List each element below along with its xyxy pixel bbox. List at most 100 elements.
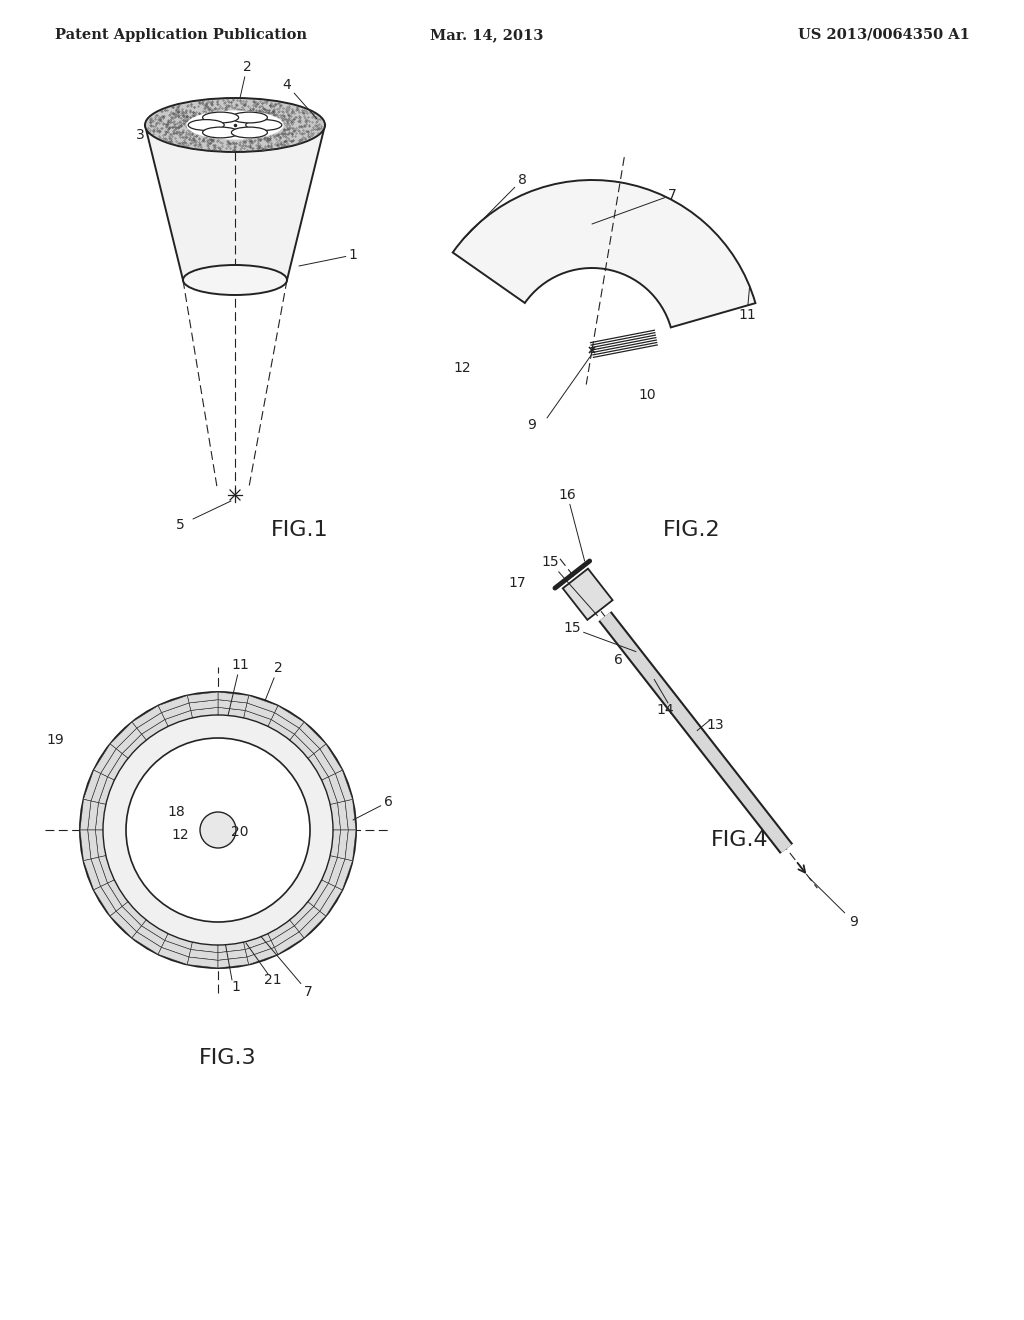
Polygon shape: [189, 949, 218, 961]
Polygon shape: [95, 803, 105, 830]
Text: 1: 1: [231, 979, 241, 994]
Polygon shape: [145, 125, 325, 280]
Polygon shape: [91, 857, 108, 887]
Polygon shape: [98, 855, 115, 883]
Polygon shape: [162, 704, 190, 719]
Text: FIG.1: FIG.1: [271, 520, 329, 540]
Text: FIG.4: FIG.4: [712, 830, 769, 850]
Polygon shape: [141, 920, 168, 941]
Polygon shape: [563, 569, 612, 620]
Polygon shape: [218, 942, 246, 953]
Polygon shape: [336, 770, 352, 801]
Polygon shape: [122, 734, 146, 758]
Polygon shape: [329, 857, 345, 887]
Text: 20: 20: [231, 825, 249, 840]
Polygon shape: [84, 859, 100, 890]
Ellipse shape: [145, 98, 325, 152]
Polygon shape: [88, 801, 98, 830]
Polygon shape: [91, 774, 108, 803]
Polygon shape: [244, 710, 271, 726]
Polygon shape: [190, 708, 218, 718]
Polygon shape: [329, 774, 345, 803]
Polygon shape: [274, 706, 304, 729]
Polygon shape: [308, 880, 329, 907]
Polygon shape: [268, 920, 295, 941]
Polygon shape: [93, 744, 116, 774]
Polygon shape: [137, 713, 165, 734]
Ellipse shape: [203, 112, 239, 123]
Text: 3: 3: [135, 128, 150, 143]
Polygon shape: [319, 887, 342, 916]
Polygon shape: [308, 754, 329, 780]
Ellipse shape: [186, 111, 284, 140]
Text: 13: 13: [707, 718, 724, 733]
Ellipse shape: [80, 692, 356, 968]
Polygon shape: [116, 907, 141, 932]
Polygon shape: [247, 696, 278, 713]
Polygon shape: [162, 941, 190, 957]
Polygon shape: [100, 883, 122, 911]
Polygon shape: [116, 729, 141, 754]
Text: 11: 11: [738, 286, 756, 322]
Polygon shape: [158, 948, 189, 965]
Text: 6: 6: [613, 653, 623, 667]
Polygon shape: [108, 880, 128, 907]
Ellipse shape: [103, 715, 333, 945]
Polygon shape: [165, 933, 193, 949]
Polygon shape: [295, 907, 319, 932]
Polygon shape: [322, 776, 338, 804]
Ellipse shape: [126, 738, 310, 921]
Ellipse shape: [203, 127, 239, 137]
Text: 18: 18: [167, 805, 185, 818]
Text: 16: 16: [558, 487, 585, 561]
Polygon shape: [290, 734, 314, 758]
Polygon shape: [299, 911, 326, 939]
Polygon shape: [299, 722, 326, 748]
Polygon shape: [111, 911, 137, 939]
Polygon shape: [338, 830, 348, 859]
Text: 12: 12: [454, 360, 471, 375]
Polygon shape: [218, 708, 246, 718]
Polygon shape: [122, 902, 146, 925]
Polygon shape: [319, 744, 342, 774]
Polygon shape: [141, 719, 168, 741]
Polygon shape: [95, 830, 105, 857]
Polygon shape: [187, 957, 218, 968]
Polygon shape: [132, 706, 162, 729]
Polygon shape: [190, 942, 218, 953]
Polygon shape: [80, 800, 91, 830]
Polygon shape: [218, 700, 247, 710]
Text: 17: 17: [508, 576, 525, 590]
Text: 19: 19: [46, 733, 63, 747]
Polygon shape: [338, 801, 348, 830]
Text: 1: 1: [299, 248, 357, 267]
Text: 9: 9: [849, 915, 858, 929]
Polygon shape: [274, 932, 304, 954]
Polygon shape: [345, 800, 356, 830]
Polygon shape: [246, 941, 274, 957]
Polygon shape: [98, 776, 115, 804]
Text: 21: 21: [264, 973, 282, 987]
Text: 5: 5: [176, 517, 184, 532]
Text: 2: 2: [265, 661, 283, 701]
Text: 9: 9: [527, 418, 537, 432]
Text: 7: 7: [592, 187, 677, 224]
Polygon shape: [295, 729, 319, 754]
Polygon shape: [80, 830, 91, 861]
Text: 10: 10: [638, 388, 655, 403]
Text: US 2013/0064350 A1: US 2013/0064350 A1: [798, 28, 970, 42]
Text: 12: 12: [171, 828, 188, 842]
Text: Mar. 14, 2013: Mar. 14, 2013: [430, 28, 544, 42]
Polygon shape: [268, 719, 295, 741]
Polygon shape: [111, 722, 137, 748]
Polygon shape: [330, 803, 341, 830]
Wedge shape: [453, 180, 756, 327]
Polygon shape: [244, 933, 271, 949]
Ellipse shape: [217, 120, 253, 131]
Text: Patent Application Publication: Patent Application Publication: [55, 28, 307, 42]
Polygon shape: [290, 902, 314, 925]
Polygon shape: [246, 704, 274, 719]
Polygon shape: [218, 949, 247, 961]
Ellipse shape: [231, 112, 267, 123]
Polygon shape: [189, 700, 218, 710]
